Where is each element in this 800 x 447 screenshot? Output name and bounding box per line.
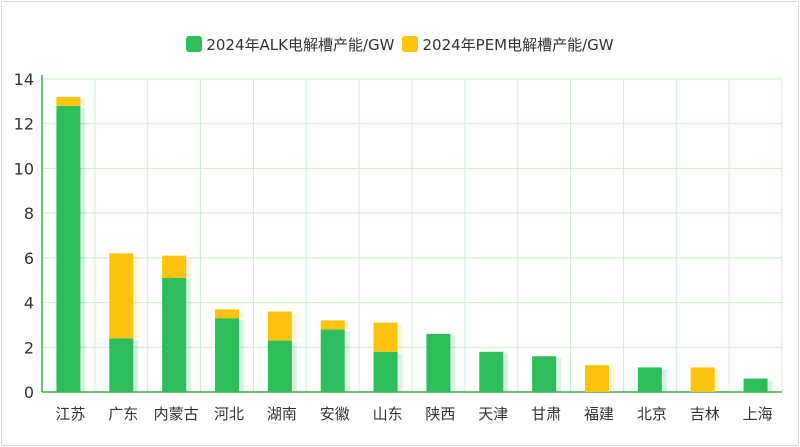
x-tick-label: 上海 [743,405,773,423]
y-tick-label: 10 [14,159,34,178]
legend-item-pem[interactable]: 2024年PEM电解槽产能/GW [402,34,614,55]
bar-segment-pem [162,255,187,278]
legend-swatch-alk [186,36,203,52]
bar-segment-pem [267,311,292,341]
legend-swatch-pem [402,36,419,52]
bar-segment-alk [532,356,557,392]
legend-label-pem: 2024年PEM电解槽产能/GW [422,35,614,54]
y-tick-label: 2 [24,338,34,357]
y-tick-label: 8 [24,204,34,223]
x-tick-label: 山东 [373,405,403,423]
x-tick-label: 福建 [584,405,614,423]
bar-segment-alk [637,367,662,392]
x-tick-label: 广东 [108,405,138,423]
bar-segment-alk [743,378,768,392]
y-tick-label: 12 [14,115,34,134]
x-tick-label: 陕西 [425,405,455,423]
y-tick-label: 4 [24,294,34,313]
y-tick-label: 14 [14,70,34,89]
x-tick-label: 天津 [478,405,508,423]
bar-segment-pem [585,365,609,392]
bar-segment-alk [109,338,134,392]
x-tick-label: 河北 [214,405,244,423]
bar-segment-alk [56,105,81,392]
bar-segment-alk [479,351,504,392]
bar-segment-alk [320,329,345,392]
y-tick-label: 6 [24,249,34,268]
x-tick-label: 湖南 [267,405,297,423]
x-tick-label: 甘肃 [531,405,561,423]
x-tick-label: 江苏 [55,405,85,423]
legend-label-alk: 2024年ALK电解槽产能/GW [206,35,395,54]
bar-segment-pem [320,320,345,330]
bar-segment-alk [215,318,239,392]
bar-segment-pem [56,96,81,106]
bar-segment-alk [373,351,398,392]
bar-segment-alk [267,340,292,392]
chart-legend: 2024年ALK电解槽产能/GW 2024年PEM电解槽产能/GW [0,26,800,62]
x-tick-label: 内蒙古 [154,405,199,423]
bar-segment-pem [690,367,715,392]
bar-segment-pem [109,253,134,339]
y-tick-label: 0 [24,383,34,402]
x-tick-label: 吉林 [690,405,720,423]
legend-item-alk[interactable]: 2024年ALK电解槽产能/GW [186,34,394,55]
bar-segment-alk [162,277,187,392]
bar-segment-pem [373,322,398,352]
bar-segment-alk [426,333,451,392]
bar-segment-pem [215,309,239,319]
x-tick-label: 北京 [637,405,667,423]
x-tick-label: 安徽 [320,405,350,423]
